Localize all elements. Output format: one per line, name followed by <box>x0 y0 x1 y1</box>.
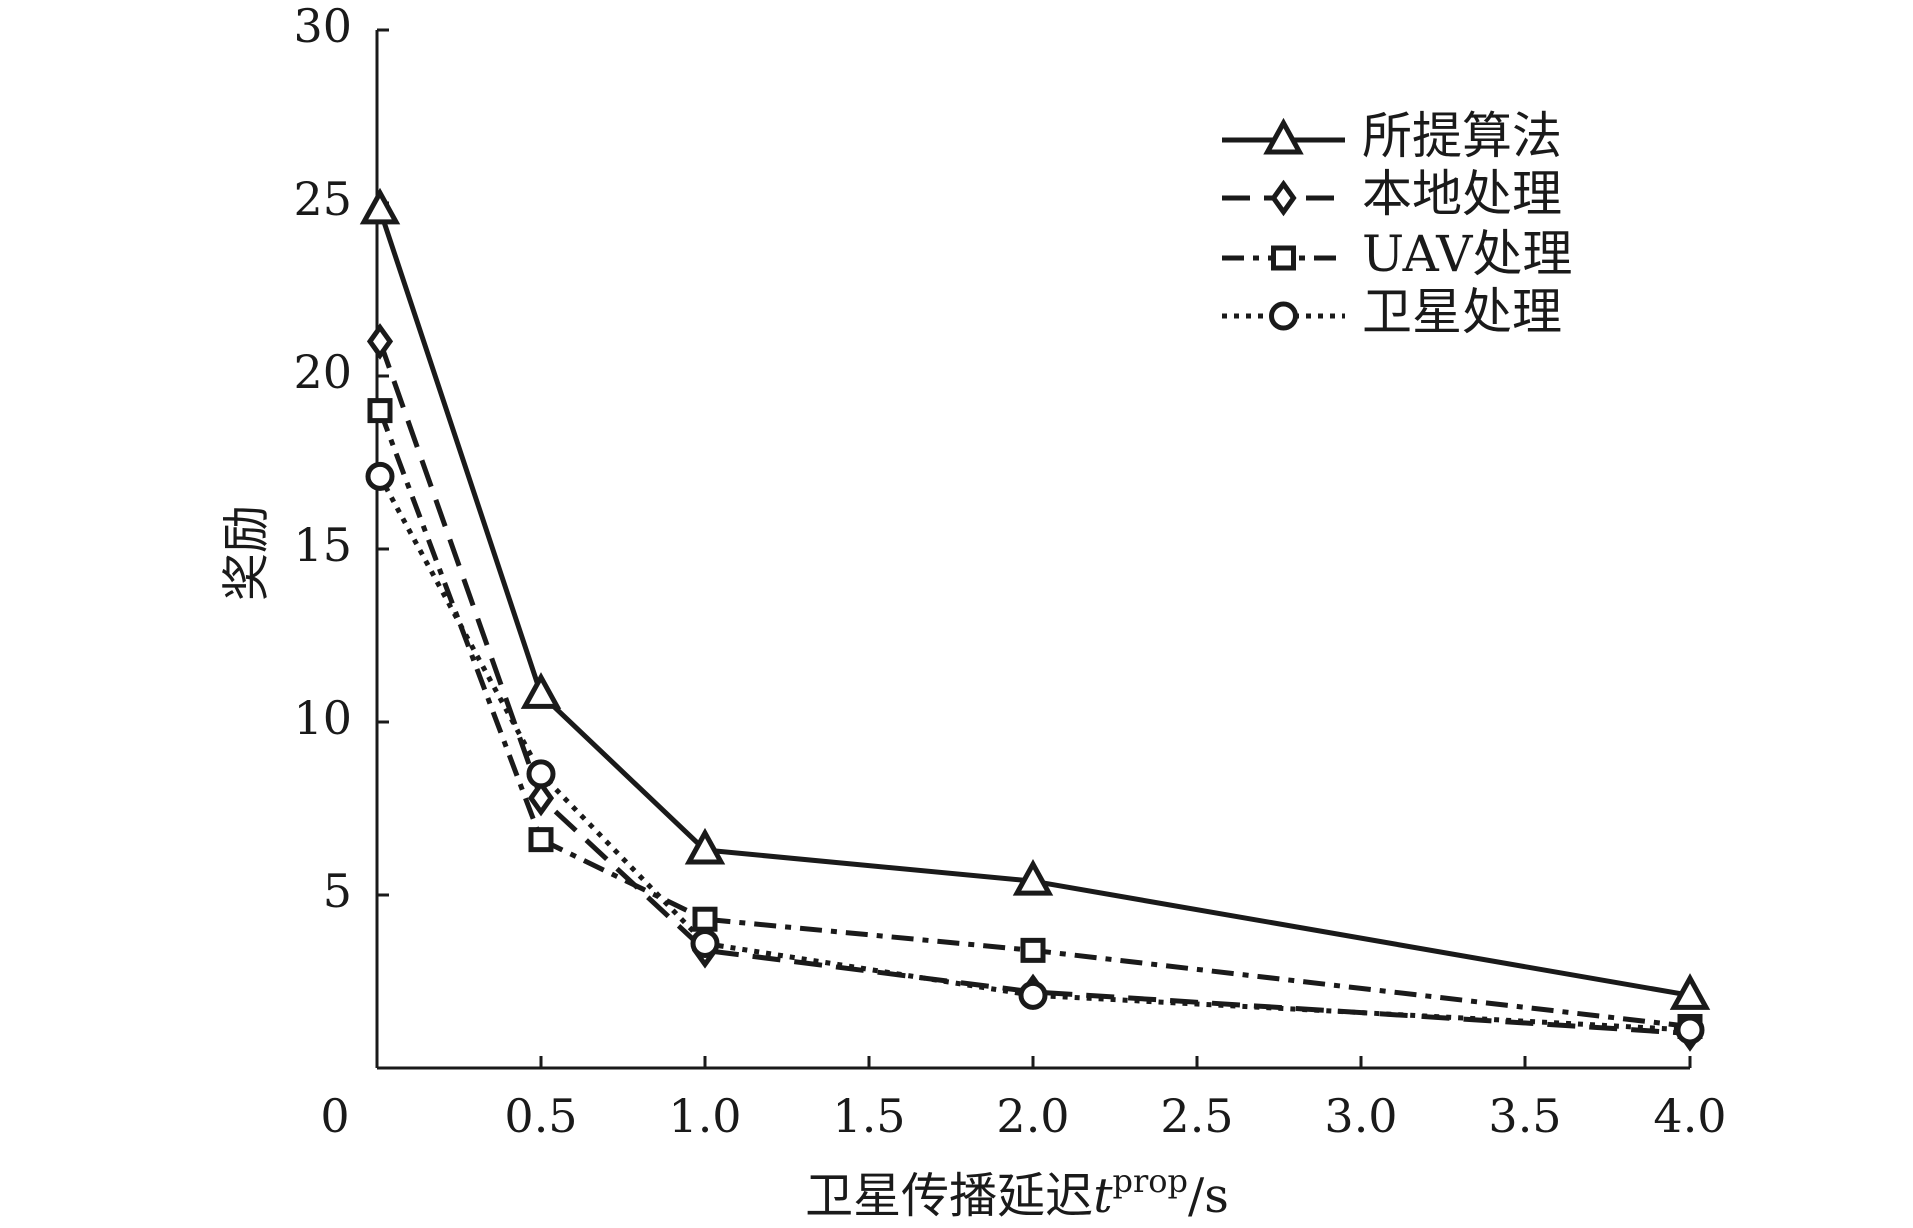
x-tick-label: 3.5 <box>1488 1089 1561 1143</box>
legend-marker <box>1271 245 1296 271</box>
data-point <box>365 461 395 491</box>
legend-label: 卫星处理 <box>1362 283 1562 341</box>
data-point <box>1675 1015 1705 1045</box>
data-point <box>527 779 555 817</box>
y-tick-label: 10 <box>293 691 352 745</box>
series-line <box>377 409 1691 1029</box>
data-point <box>528 827 554 853</box>
y-tick-label: 25 <box>293 172 352 226</box>
data-point <box>684 827 726 865</box>
x-tick-label: 0 <box>320 1089 349 1143</box>
series-0 <box>359 187 1711 1010</box>
x-axis-title-suffix: /s <box>1188 1168 1229 1224</box>
series-2 <box>367 398 1703 1039</box>
legend-marker <box>1263 117 1304 155</box>
series-3 <box>365 461 1705 1045</box>
data-point <box>526 759 556 789</box>
data-point <box>359 187 401 225</box>
x-tick-label: 4.0 <box>1653 1089 1726 1143</box>
series-line <box>377 340 1691 1036</box>
x-tick-label: 1.5 <box>832 1089 905 1143</box>
legend-item: 所提算法 <box>1222 107 1562 165</box>
x-axis-title-var: t <box>1093 1168 1113 1224</box>
legend-item: 卫星处理 <box>1222 283 1562 341</box>
y-ticks: 5 10 15 20 25 30 <box>293 0 389 918</box>
legend-marker <box>1269 301 1298 331</box>
legend-label: UAV处理 <box>1362 225 1572 283</box>
x-tick-label: 0.5 <box>504 1089 577 1143</box>
x-axis-title-superscript: prop <box>1112 1162 1188 1200</box>
data-point <box>367 398 393 424</box>
x-axis-title-prefix: 卫星传播延迟 <box>805 1168 1093 1224</box>
x-axis-title: 卫星传播延迟tprop/s <box>805 1162 1229 1224</box>
legend-label: 本地处理 <box>1362 165 1562 223</box>
y-tick-label: 30 <box>293 0 352 53</box>
y-tick-label: 5 <box>323 864 352 918</box>
data-point <box>692 906 718 932</box>
x-tick-label: 3.0 <box>1324 1089 1397 1143</box>
data-point <box>1012 858 1054 896</box>
data-point <box>520 672 562 709</box>
legend-marker <box>1270 179 1297 217</box>
y-tick-label: 15 <box>293 518 352 572</box>
legend-item: 本地处理 <box>1222 165 1562 223</box>
x-tick-label: 2.5 <box>1160 1089 1233 1143</box>
data-point <box>1020 937 1046 963</box>
data-point <box>690 928 720 958</box>
data-point <box>366 323 394 360</box>
y-axis-title: 奖励 <box>219 505 275 601</box>
y-tick-label: 20 <box>293 345 352 399</box>
legend-label: 所提算法 <box>1362 107 1562 165</box>
x-ticks: 0 0.5 1.0 1.5 2.0 2.5 3.0 3.5 4.0 <box>320 1056 1727 1143</box>
data-point <box>1669 973 1711 1010</box>
legend-item: UAV处理 <box>1222 225 1572 283</box>
x-tick-label: 1.0 <box>668 1089 741 1143</box>
series-layer <box>359 187 1711 1052</box>
data-point <box>1018 980 1048 1010</box>
x-tick-label: 2.0 <box>996 1089 1069 1143</box>
